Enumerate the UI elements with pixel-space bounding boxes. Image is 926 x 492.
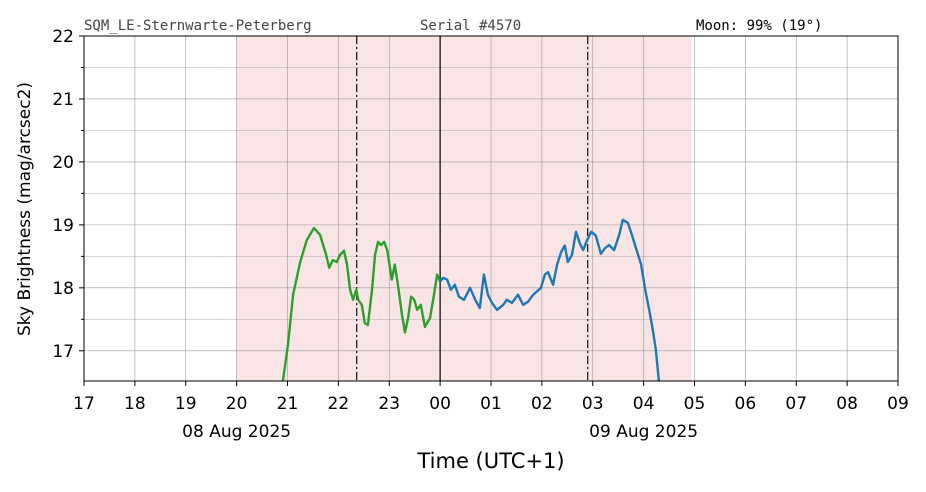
y-tick-label: 18 bbox=[52, 279, 74, 299]
x-tick-label: 04 bbox=[633, 394, 655, 414]
x-tick-label: 01 bbox=[480, 394, 502, 414]
y-tick-label: 21 bbox=[52, 90, 74, 110]
y-tick-label: 22 bbox=[52, 27, 74, 47]
x-tick-label: 00 bbox=[429, 394, 451, 414]
header-serial: Serial #4570 bbox=[420, 18, 521, 34]
x-tick-label: 02 bbox=[531, 394, 553, 414]
x-tick-label: 22 bbox=[328, 394, 350, 414]
date-label: 08 Aug 2025 bbox=[182, 422, 291, 442]
y-tick-label: 20 bbox=[52, 153, 74, 173]
data-line bbox=[439, 218, 661, 382]
x-tick-label: 17 bbox=[73, 394, 95, 414]
x-axis-label: Time (UTC+1) bbox=[416, 449, 564, 473]
x-tick-label: 03 bbox=[582, 394, 604, 414]
x-tick-label: 19 bbox=[175, 394, 197, 414]
night-span bbox=[236, 36, 692, 381]
x-tick-label: 20 bbox=[226, 394, 248, 414]
x-tick-label: 05 bbox=[684, 394, 706, 414]
y-tick-label: 17 bbox=[52, 342, 74, 362]
header-station: SQM_LE-Sternwarte-Peterberg bbox=[84, 18, 312, 34]
data-line bbox=[281, 226, 442, 382]
x-tick-label: 18 bbox=[124, 394, 146, 414]
y-axis-label: Sky Brightness (mag/arcsec2) bbox=[15, 82, 35, 336]
x-tick-label: 08 bbox=[836, 394, 858, 414]
x-tick-label: 06 bbox=[735, 394, 757, 414]
x-tick-label: 07 bbox=[785, 394, 807, 414]
date-label: 09 Aug 2025 bbox=[589, 422, 698, 442]
y-tick-label: 19 bbox=[52, 216, 74, 236]
x-tick-label: 09 bbox=[887, 394, 909, 414]
x-tick-label: 23 bbox=[378, 394, 400, 414]
header-moon: Moon: 99% (19°) bbox=[696, 18, 822, 34]
x-tick-label: 21 bbox=[277, 394, 299, 414]
